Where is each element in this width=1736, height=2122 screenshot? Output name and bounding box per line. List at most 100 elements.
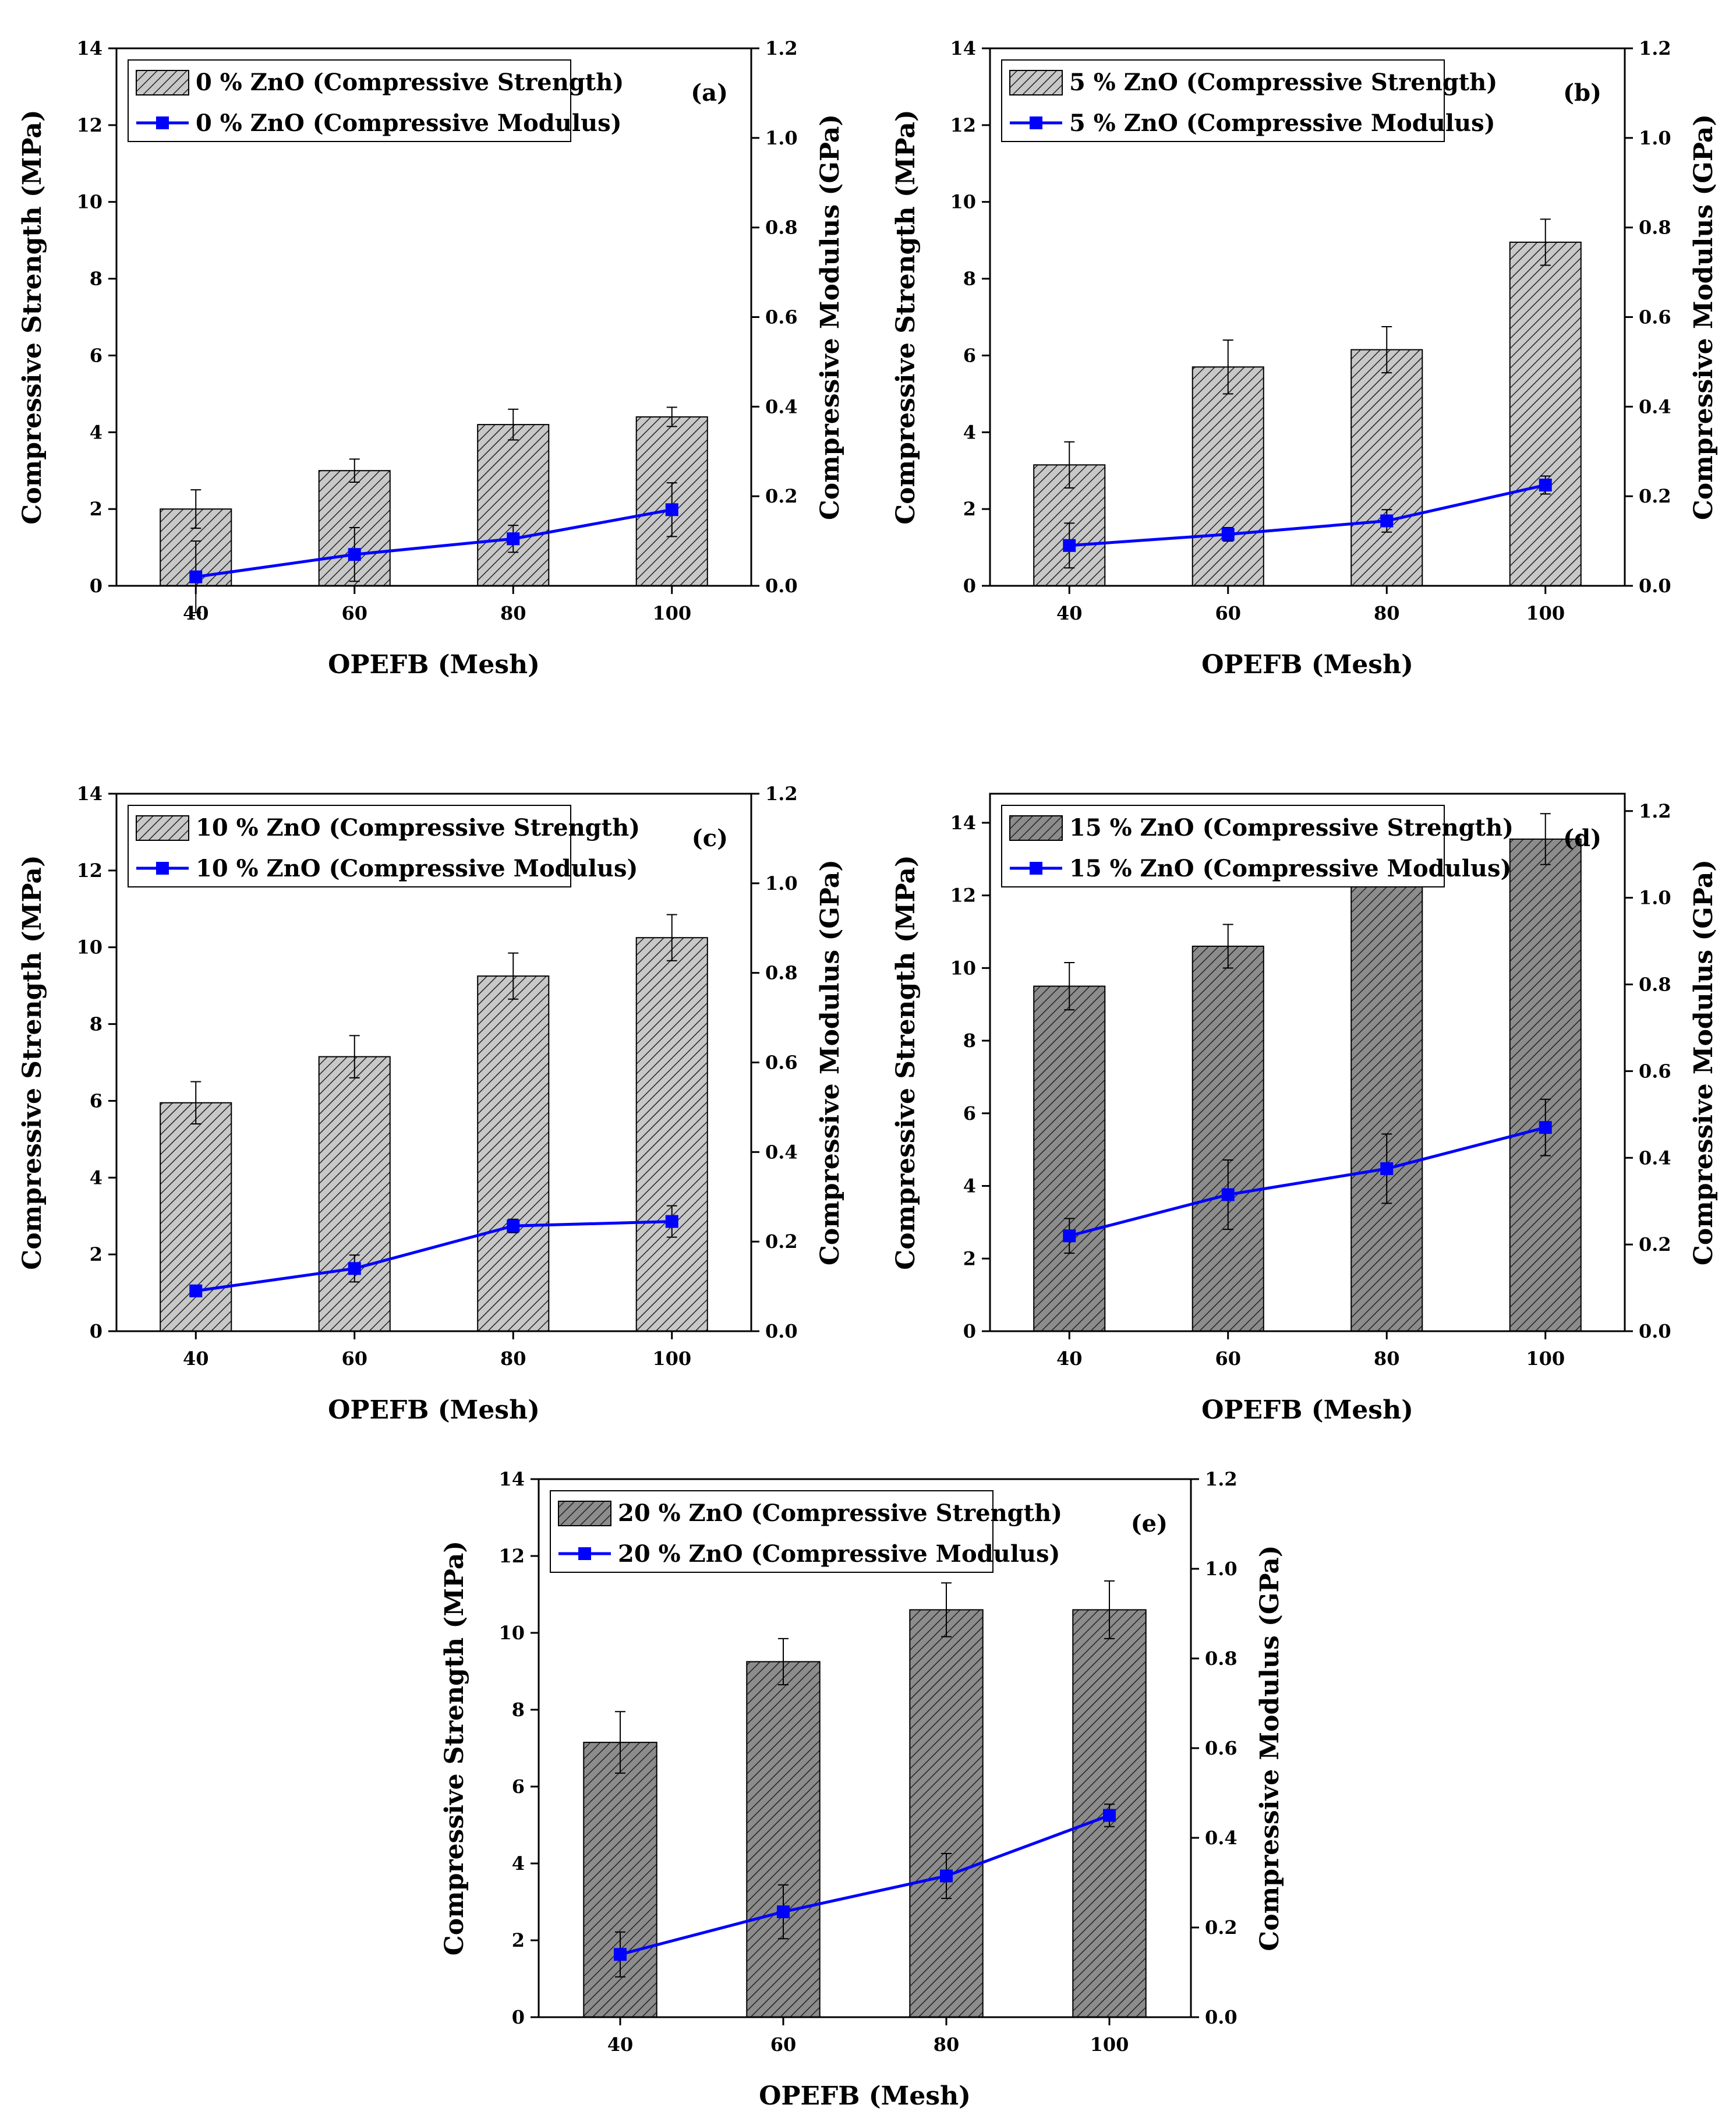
y2-axis-title: Compressive Modulus (GPa): [815, 860, 845, 1265]
legend-label-strength: 15 % ZnO (Compressive Strength): [1069, 814, 1514, 841]
y-tick-label: 2: [90, 498, 102, 520]
chart-panel-a: 0 2 4 6 8 10 12 14 0.0 0.2 0.4 0.6 0.8 1.0 1.2 40 60 80 10…: [17, 37, 845, 680]
x-tick-label: 80: [500, 1348, 526, 1370]
x-axis-title: OPEFB (Mesh): [328, 1395, 540, 1425]
modulus-point: [665, 503, 678, 517]
y-tick-label: 14: [498, 1468, 525, 1490]
bar: [635, 937, 708, 1332]
bar: [746, 1661, 821, 2018]
legend: 15 % ZnO (Compressive Strength) 15 % ZnO …: [1001, 805, 1514, 887]
modulus-line: [195, 1220, 672, 1293]
y2-axis-title: Compressive Modulus (GPa): [1255, 1545, 1285, 1951]
x-tick-label: 80: [500, 602, 526, 624]
modulus-point: [1063, 539, 1076, 552]
legend: 10 % ZnO (Compressive Strength) 10 % ZnO …: [128, 805, 640, 887]
y2-axis-title: Compressive Modulus (GPa): [1689, 114, 1719, 520]
legend-label-modulus: 15 % ZnO (Compressive Modulus): [1069, 855, 1511, 882]
legend-swatch-marker: [1030, 116, 1042, 129]
chart-panel-e: 0 2 4 6 8 10 12 14 0.0 0.2 0.4 0.6 0.8 1.0 1.2 40 60 80 10…: [440, 1468, 1285, 2111]
legend-swatch-bar: [136, 70, 189, 96]
y-tick-label: 6: [963, 344, 976, 366]
y-tick-label: 2: [963, 1247, 976, 1269]
modulus-point: [189, 1284, 203, 1297]
y-tick-label: 10: [76, 191, 102, 213]
x-tick-label: 60: [1215, 1348, 1241, 1370]
y2-tick-label: 0.2: [765, 485, 798, 507]
y2-tick-label: 0.6: [765, 306, 798, 328]
modulus-point: [348, 1262, 361, 1275]
bar-error-bar: [615, 1711, 625, 1774]
bar: [1191, 945, 1264, 1332]
legend-box: [1001, 805, 1445, 887]
x-tick-label: 100: [1526, 602, 1565, 624]
x-tick-label: 60: [1215, 602, 1241, 624]
y-tick-label: 0: [90, 1320, 102, 1342]
y2-tick-label: 0.4: [1639, 1147, 1671, 1169]
bar-error-bar: [508, 408, 519, 441]
legend-label-modulus: 0 % ZnO (Compressive Modulus): [196, 109, 622, 137]
y2-tick-label: 0.8: [765, 217, 798, 239]
bar-error-bar: [1104, 1580, 1115, 1639]
y2-tick-label: 1.0: [765, 127, 798, 149]
modulus-point: [777, 1905, 790, 1919]
bar-error-bar: [666, 406, 677, 427]
modulus-point: [614, 1948, 627, 1961]
y-tick-label: 2: [90, 1243, 102, 1265]
modulus-point: [940, 1869, 953, 1883]
y2-tick-label: 1.0: [1639, 127, 1671, 149]
bar-error-bar: [1381, 326, 1392, 374]
bar-error-bar: [666, 914, 677, 961]
y-tick-label: 14: [950, 812, 976, 834]
y2-tick-label: 0.2: [765, 1230, 798, 1253]
modulus-line: [1069, 483, 1546, 547]
bar: [1509, 241, 1582, 587]
legend-box: [550, 1490, 993, 1573]
bar-error-bar: [349, 458, 360, 483]
bar: [1350, 349, 1423, 587]
y2-tick-label: 1.2: [1205, 1468, 1238, 1490]
y2-tick-label: 0.0: [1205, 2006, 1238, 2028]
y2-tick-label: 1.2: [1639, 800, 1671, 822]
bar-error-bar: [190, 1081, 201, 1124]
y2-axis-title: Compressive Modulus (GPa): [1689, 860, 1719, 1265]
bar: [1350, 858, 1423, 1332]
y2-tick-label: 1.0: [765, 872, 798, 894]
y2-tick-label: 0.6: [1205, 1737, 1238, 1759]
legend-box: [128, 805, 571, 887]
x-tick-label: 100: [652, 602, 691, 624]
y-tick-label: 8: [963, 1030, 976, 1052]
modulus-point: [1539, 478, 1552, 491]
bar-error-bar: [1064, 441, 1075, 489]
bar: [909, 1609, 984, 2018]
panel-label: (d): [1563, 825, 1601, 852]
y-tick-label: 8: [512, 1699, 525, 1721]
panel-label: (a): [691, 79, 728, 107]
y2-tick-label: 0.4: [1205, 1827, 1238, 1849]
y-tick-label: 4: [90, 1166, 102, 1189]
y2-tick-label: 0.0: [765, 1320, 798, 1342]
bar-error-bar: [1222, 924, 1233, 969]
x-tick-label: 60: [341, 1348, 367, 1370]
y-tick-label: 6: [90, 1090, 102, 1112]
y-axis-title: Compressive Strength (MPa): [440, 1541, 469, 1955]
legend-swatch-bar: [136, 815, 189, 841]
y2-tick-label: 0.0: [1639, 1320, 1671, 1342]
bar-error-bar: [941, 1582, 952, 1638]
y-tick-label: 10: [950, 957, 976, 979]
y-tick-label: 12: [76, 860, 102, 882]
y-tick-label: 8: [963, 268, 976, 290]
y2-tick-label: 0.2: [1639, 1233, 1671, 1255]
y-tick-label: 8: [90, 268, 102, 290]
y2-tick-label: 0.8: [1205, 1647, 1238, 1670]
modulus-point: [1380, 1162, 1394, 1175]
bar-error-bar: [1540, 218, 1551, 266]
y2-tick-label: 0.4: [765, 395, 798, 418]
y-tick-label: 10: [76, 936, 102, 959]
x-axis-title: OPEFB (Mesh): [759, 2081, 971, 2111]
y-tick-label: 14: [950, 37, 976, 59]
legend-swatch-bar: [1009, 815, 1063, 841]
x-tick-label: 40: [1056, 1348, 1083, 1370]
y2-tick-label: 0.8: [1639, 974, 1671, 996]
modulus-point: [1103, 1809, 1116, 1822]
y-tick-label: 6: [512, 1776, 525, 1798]
